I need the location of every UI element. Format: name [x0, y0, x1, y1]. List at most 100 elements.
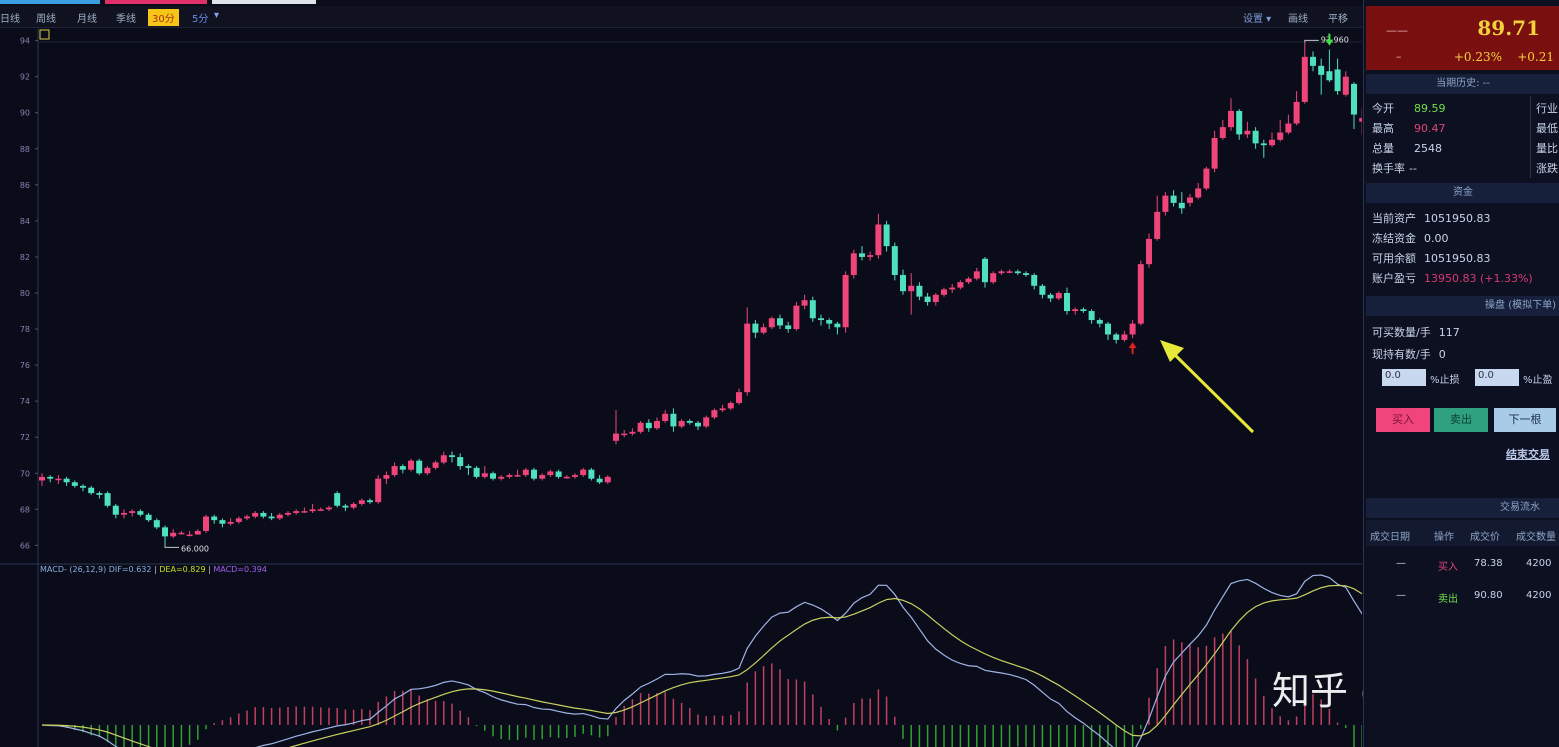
candle-body: [793, 305, 800, 330]
stop-loss-input[interactable]: 0.0: [1382, 369, 1426, 386]
candle-body: [457, 457, 464, 467]
next-candle-button[interactable]: 下一根: [1494, 408, 1556, 432]
candle-body: [244, 516, 250, 519]
stat-low: 最低: [1536, 122, 1558, 135]
price-tick-label: 80: [20, 289, 30, 298]
period-30min[interactable]: 30分: [148, 9, 179, 26]
quote-box: —— – 89.71 +0.23% +0.21: [1366, 6, 1559, 70]
period-dropdown-icon[interactable]: ▾: [214, 10, 220, 21]
candle-body: [293, 511, 300, 513]
period-5min[interactable]: 5分: [192, 14, 209, 25]
candle-body: [391, 466, 398, 476]
take-profit-input[interactable]: 0.0: [1475, 369, 1519, 386]
tab-indicator-white[interactable]: [212, 0, 316, 4]
draw-button[interactable]: 画线: [1288, 14, 1308, 25]
price-tick-label: 78: [20, 325, 30, 334]
candle-body: [39, 476, 45, 481]
candle-body: [924, 296, 931, 303]
stat-high: 最高 90.47: [1372, 122, 1446, 135]
change-amount: +0.21: [1517, 50, 1554, 64]
candle-body: [71, 482, 78, 486]
candle-body: [112, 505, 119, 515]
period-day[interactable]: 日线: [0, 14, 20, 25]
period-toolbar: 日线 周线 月线 季线 30分 5分 ▾ 设置 ▾ 画线 平移: [0, 6, 1362, 28]
can-buy-quantity: 可买数量/手 117: [1372, 326, 1460, 339]
candle-body: [973, 271, 980, 279]
quote-code: –: [1396, 50, 1402, 63]
candle-body: [334, 493, 341, 506]
candle-body: [350, 503, 357, 508]
candle-body: [941, 289, 947, 295]
buy-button[interactable]: 买入: [1376, 408, 1430, 432]
change-percent: +0.23%: [1453, 50, 1502, 64]
sell-button[interactable]: 卖出: [1434, 408, 1488, 432]
candle-body: [301, 511, 308, 513]
candle-body: [1154, 211, 1161, 239]
candle-body: [285, 512, 291, 515]
candle-body: [982, 258, 988, 283]
candle-body: [1146, 238, 1152, 265]
candle-body: [1088, 311, 1095, 321]
col-price: 成交价: [1470, 532, 1500, 543]
chart-background: [0, 28, 1362, 747]
candle-body: [916, 285, 923, 297]
candle-body: [900, 274, 906, 292]
price-tick-label: 90: [20, 109, 30, 118]
price-tick-label: 92: [20, 73, 30, 82]
candle-body: [572, 475, 578, 477]
candle-body: [1236, 110, 1243, 135]
candle-body: [998, 271, 1005, 274]
candle-body: [55, 478, 62, 481]
settings-button[interactable]: 设置 ▾: [1243, 14, 1272, 25]
candle-body: [104, 493, 111, 506]
candle-body: [1006, 271, 1013, 273]
candle-body: [88, 487, 95, 494]
candle-body: [137, 511, 144, 515]
period-week[interactable]: 周线: [36, 14, 56, 25]
stop-loss-label: %止损: [1430, 375, 1460, 386]
candle-body: [859, 253, 865, 257]
candlestick-chart[interactable]: 66 68 70 72 74 76 78 80 82 84 86 88 90 92 94 93.960 66.0…: [0, 28, 1362, 747]
quote-name: ——: [1386, 24, 1408, 37]
candle-body: [498, 476, 505, 479]
candle-body: [514, 475, 521, 477]
period-quarter[interactable]: 季线: [116, 14, 136, 25]
candle-body: [752, 323, 759, 333]
candle-body: [826, 320, 833, 324]
toggle-icon: [39, 29, 50, 40]
price-tick-label: 86: [20, 181, 30, 190]
candle-body: [604, 476, 611, 483]
candle-body: [194, 530, 201, 535]
candle-body: [531, 469, 537, 479]
candle-body: [408, 460, 414, 470]
candle-body: [1359, 118, 1362, 122]
candle-body: [875, 224, 882, 256]
candle-body: [539, 475, 546, 479]
candle-body: [465, 466, 472, 468]
candle-body: [965, 278, 972, 283]
candle-body: [867, 255, 874, 257]
tab-indicator-blue[interactable]: [0, 0, 100, 4]
candle-body: [1096, 320, 1103, 324]
candle-body: [1113, 334, 1120, 340]
candle-body: [555, 471, 562, 477]
candle-body: [686, 420, 693, 423]
candle-body: [252, 512, 259, 517]
candle-body: [1129, 323, 1136, 335]
end-trading-link[interactable]: 结束交易: [1506, 448, 1550, 461]
candle-body: [1326, 71, 1333, 81]
candle-body: [1301, 56, 1308, 102]
period-month[interactable]: 月线: [77, 14, 97, 25]
candle-body: [785, 325, 792, 330]
pan-button[interactable]: 平移: [1328, 14, 1348, 25]
candle-body: [563, 476, 570, 479]
candle-body: [1211, 137, 1218, 169]
candle-body: [613, 433, 619, 441]
candle-body: [703, 417, 710, 427]
tab-indicator-pink[interactable]: [105, 0, 207, 4]
candle-body: [760, 327, 767, 333]
col-qty: 成交数量: [1516, 532, 1556, 543]
candle-body: [809, 300, 816, 319]
right-panel: —— – 89.71 +0.23% +0.21 当期历史: -- 今开 89.59…: [1363, 0, 1559, 747]
candle-body: [326, 507, 332, 510]
